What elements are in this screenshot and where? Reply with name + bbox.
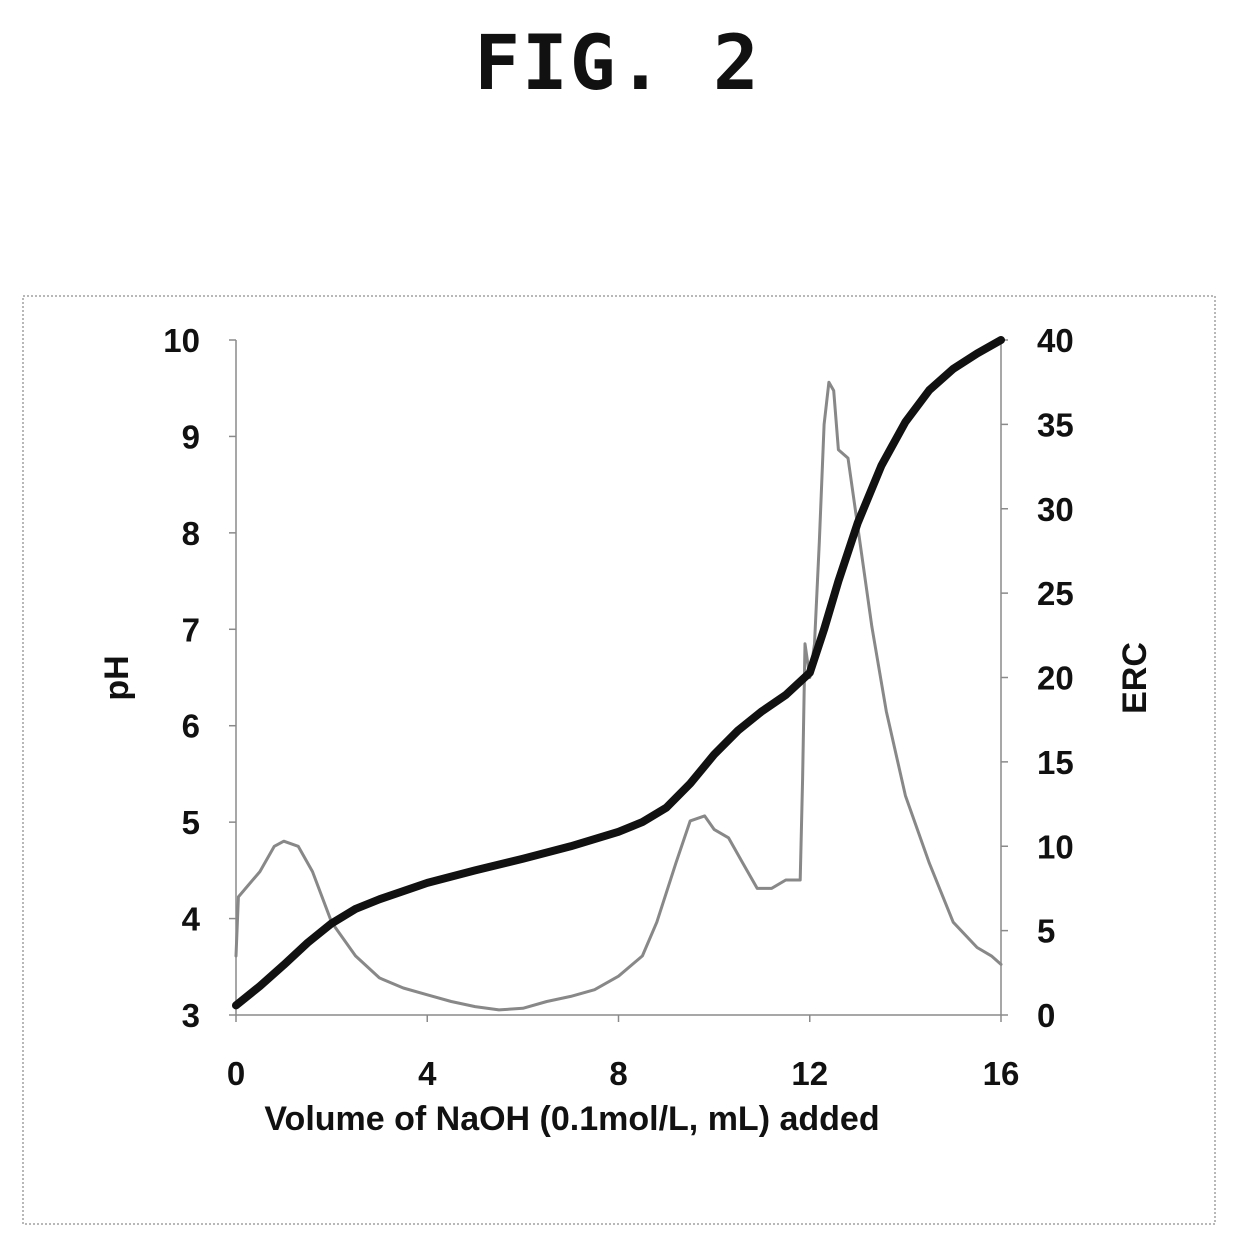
y-tick-label: 9 bbox=[182, 418, 200, 455]
y-tick-label: 4 bbox=[182, 901, 201, 938]
y-tick-label: 3 bbox=[182, 997, 200, 1034]
x-axis-title: Volume of NaOH (0.1mol/L, mL) added bbox=[264, 1100, 879, 1138]
y2-tick-label: 20 bbox=[1037, 660, 1074, 697]
y-tick-label: 10 bbox=[163, 322, 200, 359]
y2-tick-label: 30 bbox=[1037, 491, 1074, 528]
x-tick-label: 0 bbox=[227, 1055, 245, 1092]
y-tick-label: 6 bbox=[182, 708, 200, 745]
y-tick-label: 7 bbox=[182, 611, 200, 648]
x-tick-label: 16 bbox=[983, 1055, 1020, 1092]
y2-tick-label: 40 bbox=[1037, 322, 1074, 359]
y-tick-label: 5 bbox=[182, 804, 200, 841]
y2-tick-label: 10 bbox=[1037, 828, 1074, 865]
y2-tick-label: 25 bbox=[1037, 575, 1074, 612]
y2-axis-title: ERC bbox=[1116, 642, 1154, 714]
erc-series-line bbox=[234, 380, 1003, 1012]
ph-series-line bbox=[232, 336, 1005, 1010]
chart-frame bbox=[22, 295, 1216, 1225]
x-tick-label: 12 bbox=[791, 1055, 828, 1092]
y-axis-title: pH bbox=[98, 655, 136, 700]
y2-tick-label: 0 bbox=[1037, 997, 1055, 1034]
axis-ticks: 0 4 8 12 16 3 4 5 6 7 8 9 10 0 5 10 15 20 25 30 35 40 bbox=[163, 322, 1073, 1092]
series-layer bbox=[232, 336, 1005, 1012]
x-tick-label: 4 bbox=[418, 1055, 437, 1092]
y2-tick-label: 5 bbox=[1037, 913, 1055, 950]
figure-title: FIG. 2 bbox=[474, 18, 761, 107]
y-tick-label: 8 bbox=[182, 515, 200, 552]
y2-tick-label: 15 bbox=[1037, 744, 1074, 781]
x-tick-label: 8 bbox=[609, 1055, 627, 1092]
y2-tick-label: 35 bbox=[1037, 406, 1074, 443]
